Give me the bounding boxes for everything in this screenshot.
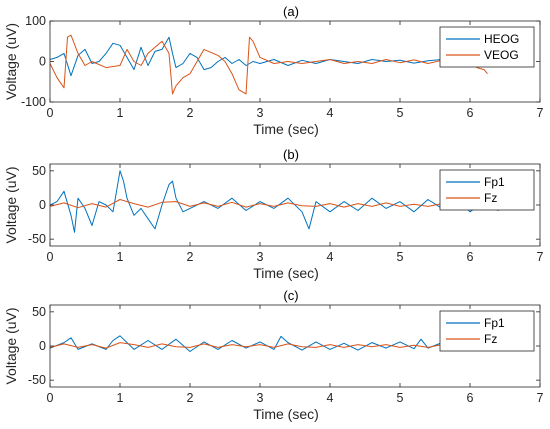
legend-label: HEOG — [484, 32, 519, 46]
legend-label: Fz — [484, 332, 497, 346]
series-line-fz — [50, 342, 506, 349]
series-line-fz — [50, 199, 506, 209]
x-tick-label: 7 — [537, 106, 544, 120]
y-tick-label: 0 — [39, 339, 46, 353]
panel-title: (c) — [283, 288, 298, 303]
y-tick-label: -100 — [21, 95, 46, 109]
x-tick-label: 3 — [257, 106, 264, 120]
legend-box — [439, 310, 535, 352]
x-tick-label: 4 — [327, 391, 334, 405]
x-axis-title: Time (sec) — [253, 121, 319, 137]
x-tick-label: 5 — [397, 391, 404, 405]
x-tick-label: 7 — [537, 391, 544, 405]
panel-title: (a) — [283, 4, 299, 19]
x-tick-label: 6 — [467, 250, 474, 264]
x-tick-label: 1 — [117, 391, 124, 405]
x-tick-label: 1 — [117, 106, 124, 120]
legend-label: Fz — [484, 191, 497, 205]
x-tick-label: 7 — [537, 250, 544, 264]
y-axis-title: Voltage (uV) — [3, 23, 19, 100]
y-tick-label: 50 — [32, 305, 46, 319]
legend-label: Fp1 — [484, 175, 505, 189]
x-tick-label: 5 — [397, 250, 404, 264]
series-line-fp1 — [50, 170, 506, 233]
x-tick-label: 3 — [257, 391, 264, 405]
series-line-fp1 — [50, 335, 506, 352]
y-axis-title: Voltage (uV) — [3, 166, 19, 243]
y-tick-label: -50 — [28, 232, 46, 246]
y-tick-label: -50 — [28, 373, 46, 387]
x-tick-label: 4 — [327, 250, 334, 264]
y-tick-label: 50 — [32, 164, 46, 178]
legend-box — [439, 169, 535, 211]
x-tick-label: 4 — [327, 106, 334, 120]
legend-label: Fp1 — [484, 316, 505, 330]
panel-title: (b) — [283, 147, 299, 162]
series-line-veog — [50, 34, 488, 95]
legend: HEOG VEOG — [439, 26, 535, 68]
series-line-heog — [50, 36, 506, 77]
x-tick-label: 5 — [397, 106, 404, 120]
x-tick-label: 3 — [257, 250, 264, 264]
y-tick-label: 100 — [25, 14, 46, 28]
x-tick-label: 0 — [47, 106, 54, 120]
x-tick-label: 0 — [47, 250, 54, 264]
legend: Fp1 Fz — [439, 310, 535, 352]
x-tick-label: 2 — [187, 391, 194, 405]
legend-label: VEOG — [484, 48, 519, 62]
x-axis-title: Time (sec) — [253, 265, 319, 281]
legend-box — [439, 26, 535, 68]
x-tick-label: 6 — [467, 391, 474, 405]
x-axis-title: Time (sec) — [253, 406, 319, 422]
x-tick-label: 2 — [187, 106, 194, 120]
x-tick-label: 0 — [47, 391, 54, 405]
y-tick-label: 0 — [39, 198, 46, 212]
x-tick-label: 1 — [117, 250, 124, 264]
x-tick-label: 2 — [187, 250, 194, 264]
y-axis-title: Voltage (uV) — [3, 307, 19, 384]
x-tick-label: 6 — [467, 106, 474, 120]
y-tick-label: 0 — [39, 55, 46, 69]
legend: Fp1 Fz — [439, 169, 535, 211]
